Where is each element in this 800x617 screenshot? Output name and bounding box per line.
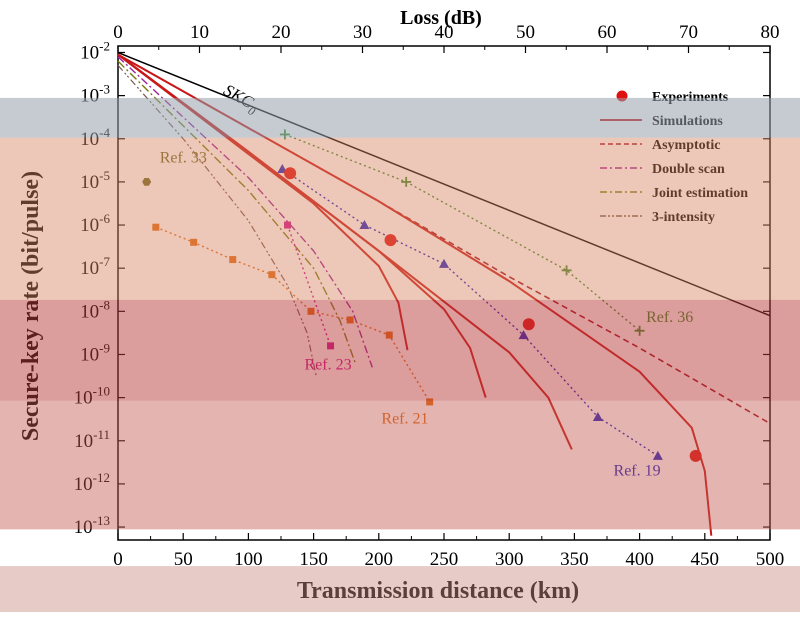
reference-point-4 xyxy=(152,223,160,231)
y-tick-label: 10-13 xyxy=(74,513,110,538)
legend: Experiments Simulations Asymptotic Double s… xyxy=(600,90,748,225)
y-tick-label: 10-7 xyxy=(80,254,110,279)
skc-label: SKC0 xyxy=(218,80,262,118)
series-line-skc-0 xyxy=(117,51,771,317)
reference-point-4 xyxy=(426,398,434,406)
y-tick-label: 10-11 xyxy=(74,427,110,452)
x-tick-label: 350 xyxy=(560,549,589,570)
reference-point-2 xyxy=(359,220,370,230)
x-axis-title: Transmission distance (km) xyxy=(297,578,579,604)
reference-point-2 xyxy=(439,258,449,268)
top-tick-label: 0 xyxy=(113,22,123,43)
reference-line-3 xyxy=(286,224,332,347)
top-tick-label: 50 xyxy=(516,22,535,43)
x-tick-label: 150 xyxy=(299,549,328,570)
y-tick-label: 10-6 xyxy=(80,211,110,236)
legend-swatch xyxy=(616,90,628,102)
reference-point-4 xyxy=(268,271,276,279)
y-tick-label: 10-8 xyxy=(80,297,110,322)
legend-label: Simulations xyxy=(652,114,723,129)
reference-label-0: Ref. 33 xyxy=(160,149,207,166)
x-tick-label: 400 xyxy=(625,549,654,570)
reference-point-2 xyxy=(592,412,603,422)
reference-point-1 xyxy=(634,325,645,336)
reference-label-3: Ref. 23 xyxy=(304,357,351,374)
reference-1: Ref. 36 xyxy=(279,129,693,336)
reference-3: Ref. 23 xyxy=(284,221,352,374)
reference-point-0 xyxy=(142,178,152,186)
reference-line-1 xyxy=(284,133,641,332)
y-tick-label: 10-12 xyxy=(74,470,110,495)
reference-point-4 xyxy=(190,238,198,246)
reference-point-3 xyxy=(327,342,335,350)
legend-item-1: Simulations xyxy=(600,114,723,129)
reference-point-1 xyxy=(279,129,290,140)
experiment-point xyxy=(689,449,702,462)
reference-label-4: Ref. 21 xyxy=(381,411,428,428)
y-tick-label: 10-2 xyxy=(80,38,110,63)
reference-point-4 xyxy=(229,256,237,264)
legend-item-2: Asymptotic xyxy=(600,138,720,153)
y-tick-label: 10-9 xyxy=(80,340,110,365)
legend-item-4: Joint estimation xyxy=(600,186,748,201)
top-tick-label: 70 xyxy=(679,22,698,43)
x-tick-label: 300 xyxy=(495,549,524,570)
reference-0: Ref. 33 xyxy=(142,149,207,186)
legend-label: 3-intensity xyxy=(652,210,715,225)
reference-point-4 xyxy=(385,331,393,339)
y-tick-label: 10-4 xyxy=(80,125,110,150)
reference-label-2: Ref. 19 xyxy=(614,462,661,479)
x-tick-label: 450 xyxy=(691,549,720,570)
series-line-joint-7 xyxy=(117,60,356,364)
series-line-simulation-3 xyxy=(117,53,487,398)
legend-label: Double scan xyxy=(652,162,725,177)
reference-point-4 xyxy=(346,316,354,324)
x-tick-label: 250 xyxy=(430,549,459,570)
reference-point-2 xyxy=(652,450,663,460)
x-tick-label: 200 xyxy=(365,549,394,570)
legend-label: Joint estimation xyxy=(652,186,748,201)
reference-line-2 xyxy=(281,168,659,457)
reference-point-1 xyxy=(401,176,412,187)
series-line-simulation-4 xyxy=(117,53,573,450)
top-axis-title: Loss (dB) xyxy=(400,7,482,29)
top-tick-label: 60 xyxy=(598,22,617,43)
reference-line-4 xyxy=(155,226,431,403)
x-tick-label: 100 xyxy=(234,549,263,570)
reference-point-2 xyxy=(518,330,529,340)
legend-item-5: 3-intensity xyxy=(600,210,715,225)
y-tick-label: 10-5 xyxy=(80,168,110,193)
legend-label: Experiments xyxy=(652,90,729,105)
top-tick-label: 30 xyxy=(353,22,372,43)
legend-label: Asymptotic xyxy=(652,138,720,153)
experiment-point xyxy=(384,234,397,247)
legend-item-3: Double scan xyxy=(600,162,725,177)
top-tick-label: 10 xyxy=(190,22,209,43)
y-axis-title: Secure-key rate (bit/pulse) xyxy=(18,171,44,441)
series-line-simulation-2 xyxy=(117,53,409,351)
reference-point-3 xyxy=(284,221,292,229)
top-tick-label: 20 xyxy=(272,22,291,43)
reference-2: Ref. 19 xyxy=(277,163,663,479)
reference-4: Ref. 21 xyxy=(152,223,434,428)
y-tick-label: 10-3 xyxy=(80,82,110,107)
y-tick-label: 10-10 xyxy=(74,384,110,409)
x-tick-label: 500 xyxy=(756,549,785,570)
experiment-point xyxy=(522,318,535,331)
reference-point-4 xyxy=(307,307,315,315)
legend-item-0: Experiments xyxy=(616,90,729,105)
reference-point-1 xyxy=(561,265,572,276)
x-tick-label: 50 xyxy=(174,549,193,570)
axes: 0 50 100 150 200 250 300 350 400 450 500 0 10 20 30 40 5… xyxy=(74,22,785,570)
reference-label-1: Ref. 36 xyxy=(646,309,693,326)
x-tick-label: 0 xyxy=(113,549,123,570)
top-tick-label: 80 xyxy=(761,22,780,43)
top-tick-label: 40 xyxy=(435,22,454,43)
experiment-point xyxy=(284,167,297,180)
